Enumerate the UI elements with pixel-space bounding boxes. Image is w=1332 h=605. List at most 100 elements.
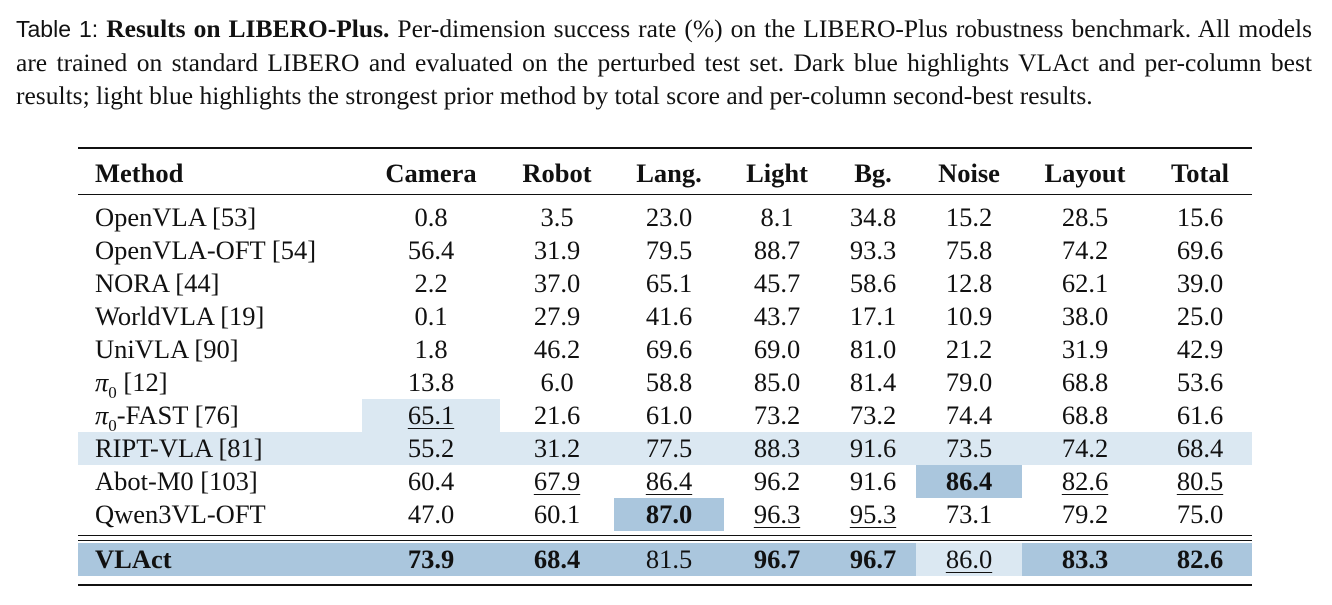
value-cell: 74.2 [1022, 432, 1148, 465]
header-cell: Robot [500, 153, 614, 193]
cell-text: 91.6 [849, 466, 897, 496]
cell-text: π0 [12] [95, 367, 168, 402]
cell-text: 91.6 [849, 433, 897, 463]
cell-text: 73.5 [945, 433, 993, 463]
value-cell: 79.5 [614, 234, 724, 267]
value-cell: 68.4 [500, 543, 614, 576]
table-row: π0-FAST [76] 65.1 21.6 61.0 73.2 73.2 74.4 68.8… [78, 399, 1252, 435]
cell-text: 74.2 [1061, 235, 1109, 265]
value-cell: 65.1 [614, 267, 724, 300]
cell-text: 65.1 [407, 400, 455, 430]
header-cell: Total [1148, 153, 1252, 193]
value-cell: 41.6 [614, 300, 724, 333]
cell-text: 56.4 [407, 235, 455, 265]
value-cell: 86.0 [916, 543, 1022, 576]
cell-text: Camera [385, 157, 477, 188]
value-cell: 96.3 [724, 498, 830, 531]
cell-text: 31.9 [533, 235, 581, 265]
method-cell: WorldVLA [19] [78, 300, 362, 333]
cell-text: 81.5 [645, 544, 693, 574]
method-cell: OpenVLA-OFT [54] [78, 234, 362, 267]
cell-text: 31.2 [533, 433, 581, 463]
cell-text: 17.1 [849, 301, 897, 331]
cell-text: 88.7 [753, 235, 801, 265]
value-cell: 68.8 [1022, 399, 1148, 432]
cell-text: 21.2 [945, 334, 993, 364]
value-cell: 81.5 [614, 543, 724, 576]
mid-rule-2 [78, 540, 1252, 541]
value-cell: 87.0 [614, 498, 724, 531]
value-cell: 3.5 [500, 201, 614, 234]
cell-text: Method [95, 157, 184, 188]
cell-text: 75.0 [1176, 499, 1224, 529]
cell-text: 96.3 [753, 499, 801, 529]
value-cell: 69.0 [724, 333, 830, 366]
table-caption: Table 1: Results on LIBERO-Plus. Per-dim… [16, 12, 1312, 112]
cell-text: 86.0 [945, 544, 993, 574]
value-cell: 58.6 [830, 267, 916, 300]
cell-text: 15.6 [1176, 202, 1224, 232]
cell-text: 79.5 [645, 235, 693, 265]
table-row: NORA [44] 2.2 37.0 65.1 45.7 58.6 12.8 62.1 39.0 [78, 267, 1252, 300]
cell-text: 23.0 [645, 202, 693, 232]
cell-text: 60.4 [407, 466, 455, 496]
value-cell: 31.2 [500, 432, 614, 465]
table-row: OpenVLA [53] 0.8 3.5 23.0 8.1 34.8 15.2 28.5 15.… [78, 201, 1252, 234]
cell-text: NORA [44] [95, 268, 220, 298]
value-cell: 75.8 [916, 234, 1022, 267]
method-cell: π0 [12] [78, 366, 362, 402]
value-cell: 61.6 [1148, 399, 1252, 432]
table-row: π0 [12] 13.8 6.0 58.8 85.0 81.4 79.0 68.8 53.6 [78, 366, 1252, 402]
value-cell: 73.2 [724, 399, 830, 432]
value-cell: 12.8 [916, 267, 1022, 300]
value-cell: 96.2 [724, 465, 830, 498]
value-cell: 86.4 [916, 465, 1022, 498]
cell-text: 62.1 [1061, 268, 1109, 298]
table-row: WorldVLA [19] 0.1 27.9 41.6 43.7 17.1 10.9 38.0… [78, 300, 1252, 333]
cell-text: 73.1 [945, 499, 993, 529]
table-row: RIPT-VLA [81] 55.2 31.2 77.5 88.3 91.6 73.5 74.… [78, 432, 1252, 465]
value-cell: 60.1 [500, 498, 614, 531]
cell-text: 53.6 [1176, 367, 1224, 397]
value-cell: 81.4 [830, 366, 916, 399]
cell-text: 21.6 [533, 400, 581, 430]
value-cell: 27.9 [500, 300, 614, 333]
caption-title: Results on LIBERO-Plus. [106, 14, 390, 43]
cell-text: Total [1171, 157, 1229, 188]
value-cell: 1.8 [362, 333, 500, 366]
value-cell: 95.3 [830, 498, 916, 531]
top-rule [78, 147, 1252, 149]
cell-text: WorldVLA [19] [95, 301, 265, 331]
method-cell: Abot-M0 [103] [78, 465, 362, 498]
value-cell: 25.0 [1148, 300, 1252, 333]
method-cell: RIPT-VLA [81] [78, 432, 362, 465]
value-cell: 60.4 [362, 465, 500, 498]
header-cell: Bg. [830, 153, 916, 193]
cell-text: Bg. [854, 157, 892, 188]
cell-text: 8.1 [760, 202, 794, 232]
cell-text: 69.6 [645, 334, 693, 364]
value-cell: 82.6 [1148, 543, 1252, 576]
value-cell: 47.0 [362, 498, 500, 531]
cell-text: 68.4 [1176, 433, 1224, 463]
header-cell: Camera [362, 153, 500, 193]
cell-text: 61.6 [1176, 400, 1224, 430]
cell-text: 73.9 [407, 544, 455, 574]
value-cell: 8.1 [724, 201, 830, 234]
cell-text: Noise [938, 157, 1000, 188]
cell-text: 10.9 [945, 301, 993, 331]
value-cell: 39.0 [1148, 267, 1252, 300]
table-row: UniVLA [90] 1.8 46.2 69.6 69.0 81.0 21.2 31.9 42… [78, 333, 1252, 366]
cell-text: 28.5 [1061, 202, 1109, 232]
cell-text: Layout [1044, 157, 1126, 188]
value-cell: 85.0 [724, 366, 830, 399]
value-cell: 58.8 [614, 366, 724, 399]
cell-text: 68.8 [1061, 367, 1109, 397]
cell-text: 96.7 [753, 544, 801, 574]
value-cell: 80.5 [1148, 465, 1252, 498]
cell-text: 93.3 [849, 235, 897, 265]
cell-text: 46.2 [533, 334, 581, 364]
value-cell: 96.7 [830, 543, 916, 576]
table-row: Qwen3VL-OFT 47.0 60.1 87.0 96.3 95.3 73.1 79.2 7… [78, 498, 1252, 531]
cell-text: 68.4 [533, 544, 581, 574]
